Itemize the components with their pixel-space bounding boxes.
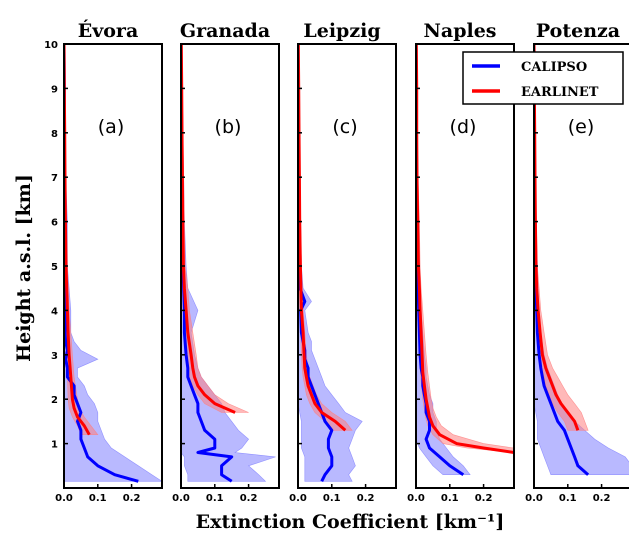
earlinet-band <box>416 44 514 453</box>
legend-box <box>462 51 624 105</box>
x-tick-label: 0.0 <box>525 493 543 504</box>
x-tick-label: 0.2 <box>123 493 141 504</box>
legend: CALIPSO EARLINET <box>462 51 624 105</box>
plot-area <box>181 44 276 483</box>
earlinet-line <box>181 44 236 414</box>
panel-4: 0.0 0.1 0.2 Naples (d) <box>407 20 515 504</box>
panel-title: Potenza <box>536 20 620 42</box>
plot-area <box>416 44 514 476</box>
x-tick-label: 0.2 <box>357 493 375 504</box>
y-tick-label: 9 <box>51 84 58 95</box>
panel-label: (e) <box>568 116 595 138</box>
y-tick-label: 3 <box>51 351 58 362</box>
y-tick-label: 5 <box>51 262 58 273</box>
panel-title: Granada <box>180 20 270 42</box>
panel-label: (c) <box>332 116 357 138</box>
panel-title: Leipzig <box>303 20 380 42</box>
y-tick-label: 2 <box>51 395 58 406</box>
panel-label: (a) <box>98 116 124 138</box>
x-tick-label: 0.1 <box>89 493 107 504</box>
x-tick-label: 0.0 <box>172 493 190 504</box>
x-tick-label: 0.0 <box>289 493 307 504</box>
x-tick-label: 0.2 <box>593 493 611 504</box>
earlinet-line <box>298 44 347 432</box>
legend-entry: CALIPSO <box>521 60 587 75</box>
plot-area <box>534 44 629 476</box>
y-tick-label: 6 <box>51 218 58 229</box>
x-tick-label: 0.2 <box>475 493 493 504</box>
x-tick-label: 0.1 <box>323 493 341 504</box>
x-axis-label: Extinction Coefficient [km⁻¹] <box>196 511 505 533</box>
earlinet-band <box>298 44 353 431</box>
legend-entry: EARLINET <box>521 85 599 100</box>
x-tick-label: 0.1 <box>441 493 459 504</box>
panel-2: 0.0 0.1 0.2 Granada (b) <box>172 20 280 504</box>
plot-area <box>64 44 162 483</box>
x-tick-label: 0.0 <box>407 493 425 504</box>
panel-label: (b) <box>215 116 242 138</box>
x-tick-label: 0.0 <box>55 493 73 504</box>
y-axis-label: Height a.s.l. [km] <box>13 174 35 362</box>
panel-5: 0.0 0.1 0.2 Potenza (e) <box>525 20 629 504</box>
earlinet-band <box>534 44 589 431</box>
y-tick-label: 1 <box>51 440 58 451</box>
y-tick-label: 8 <box>51 129 58 140</box>
earlinet-line <box>416 44 514 454</box>
calipso-band <box>298 44 363 482</box>
x-tick-label: 0.2 <box>240 493 258 504</box>
panel-3: 0.0 0.1 0.2 Leipzig (c) <box>289 20 397 504</box>
calipso-band <box>181 44 276 482</box>
panel-label: (d) <box>450 116 477 138</box>
y-tick-label: 10 <box>44 40 58 51</box>
panel-title: Évora <box>78 19 139 42</box>
y-tick-label: 7 <box>51 173 58 184</box>
panel-title: Naples <box>424 20 497 42</box>
earlinet-band <box>64 44 99 435</box>
y-tick-label: 4 <box>51 306 58 317</box>
x-tick-label: 0.1 <box>206 493 224 504</box>
panel-1: 0.0 0.1 0.2 Évora (a) <box>55 19 163 504</box>
calipso-band <box>64 44 162 482</box>
x-tick-label: 0.1 <box>559 493 577 504</box>
plot-area <box>298 44 363 482</box>
calipso-band <box>534 44 629 475</box>
